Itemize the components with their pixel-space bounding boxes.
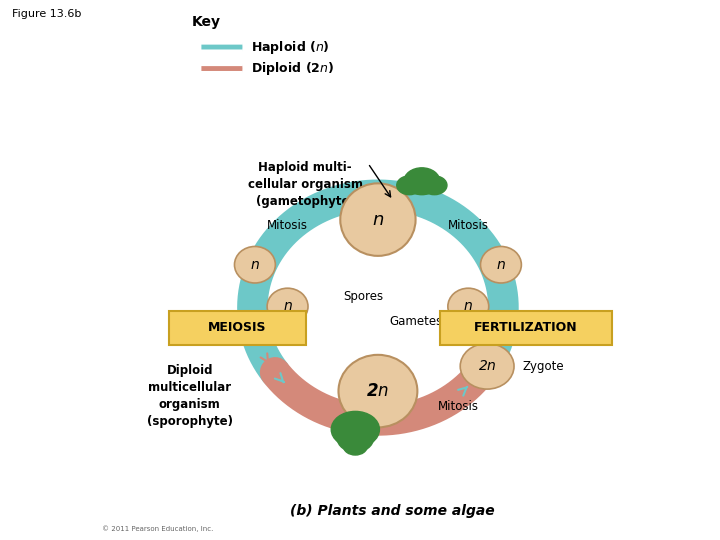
Ellipse shape: [460, 343, 514, 389]
Text: Spores: Spores: [343, 290, 383, 303]
Text: Figure 13.6b: Figure 13.6b: [12, 9, 81, 19]
Text: 2$n$: 2$n$: [366, 382, 390, 400]
FancyBboxPatch shape: [440, 310, 613, 345]
Text: Diploid (2$n$): Diploid (2$n$): [251, 60, 334, 77]
Text: Mitosis: Mitosis: [267, 219, 308, 232]
Text: 2$n$: 2$n$: [478, 359, 497, 373]
Ellipse shape: [267, 288, 308, 325]
Text: $n$: $n$: [283, 300, 292, 314]
Circle shape: [343, 437, 367, 455]
Text: $n$: $n$: [496, 258, 506, 272]
Text: Mitosis: Mitosis: [438, 400, 479, 413]
Text: Mitosis: Mitosis: [448, 219, 489, 232]
Text: $n$: $n$: [372, 211, 384, 228]
Ellipse shape: [448, 288, 489, 325]
Ellipse shape: [338, 355, 418, 427]
Ellipse shape: [235, 246, 275, 283]
Text: Gametes: Gametes: [389, 315, 442, 328]
Text: Zygote: Zygote: [523, 360, 564, 373]
Circle shape: [337, 425, 374, 452]
Text: $n$: $n$: [250, 258, 260, 272]
Text: Diploid
multicellular
organism
(sporophyte): Diploid multicellular organism (sporophy…: [147, 363, 233, 428]
Text: Haploid multi-
cellular organism
(gametophyte): Haploid multi- cellular organism (gameto…: [248, 161, 363, 208]
Text: (b) Plants and some algae: (b) Plants and some algae: [290, 504, 495, 518]
Text: MEIOSIS: MEIOSIS: [208, 321, 266, 334]
Ellipse shape: [480, 246, 521, 283]
Text: $n$: $n$: [464, 300, 473, 314]
Text: FERTILIZATION: FERTILIZATION: [474, 321, 578, 334]
Circle shape: [404, 168, 440, 195]
Text: Key: Key: [192, 15, 220, 29]
Circle shape: [422, 176, 447, 195]
FancyBboxPatch shape: [169, 310, 306, 345]
Text: Haploid ($n$): Haploid ($n$): [251, 38, 330, 56]
Circle shape: [331, 411, 379, 448]
Text: © 2011 Pearson Education, Inc.: © 2011 Pearson Education, Inc.: [102, 525, 213, 532]
Ellipse shape: [341, 184, 415, 256]
Circle shape: [397, 176, 422, 195]
